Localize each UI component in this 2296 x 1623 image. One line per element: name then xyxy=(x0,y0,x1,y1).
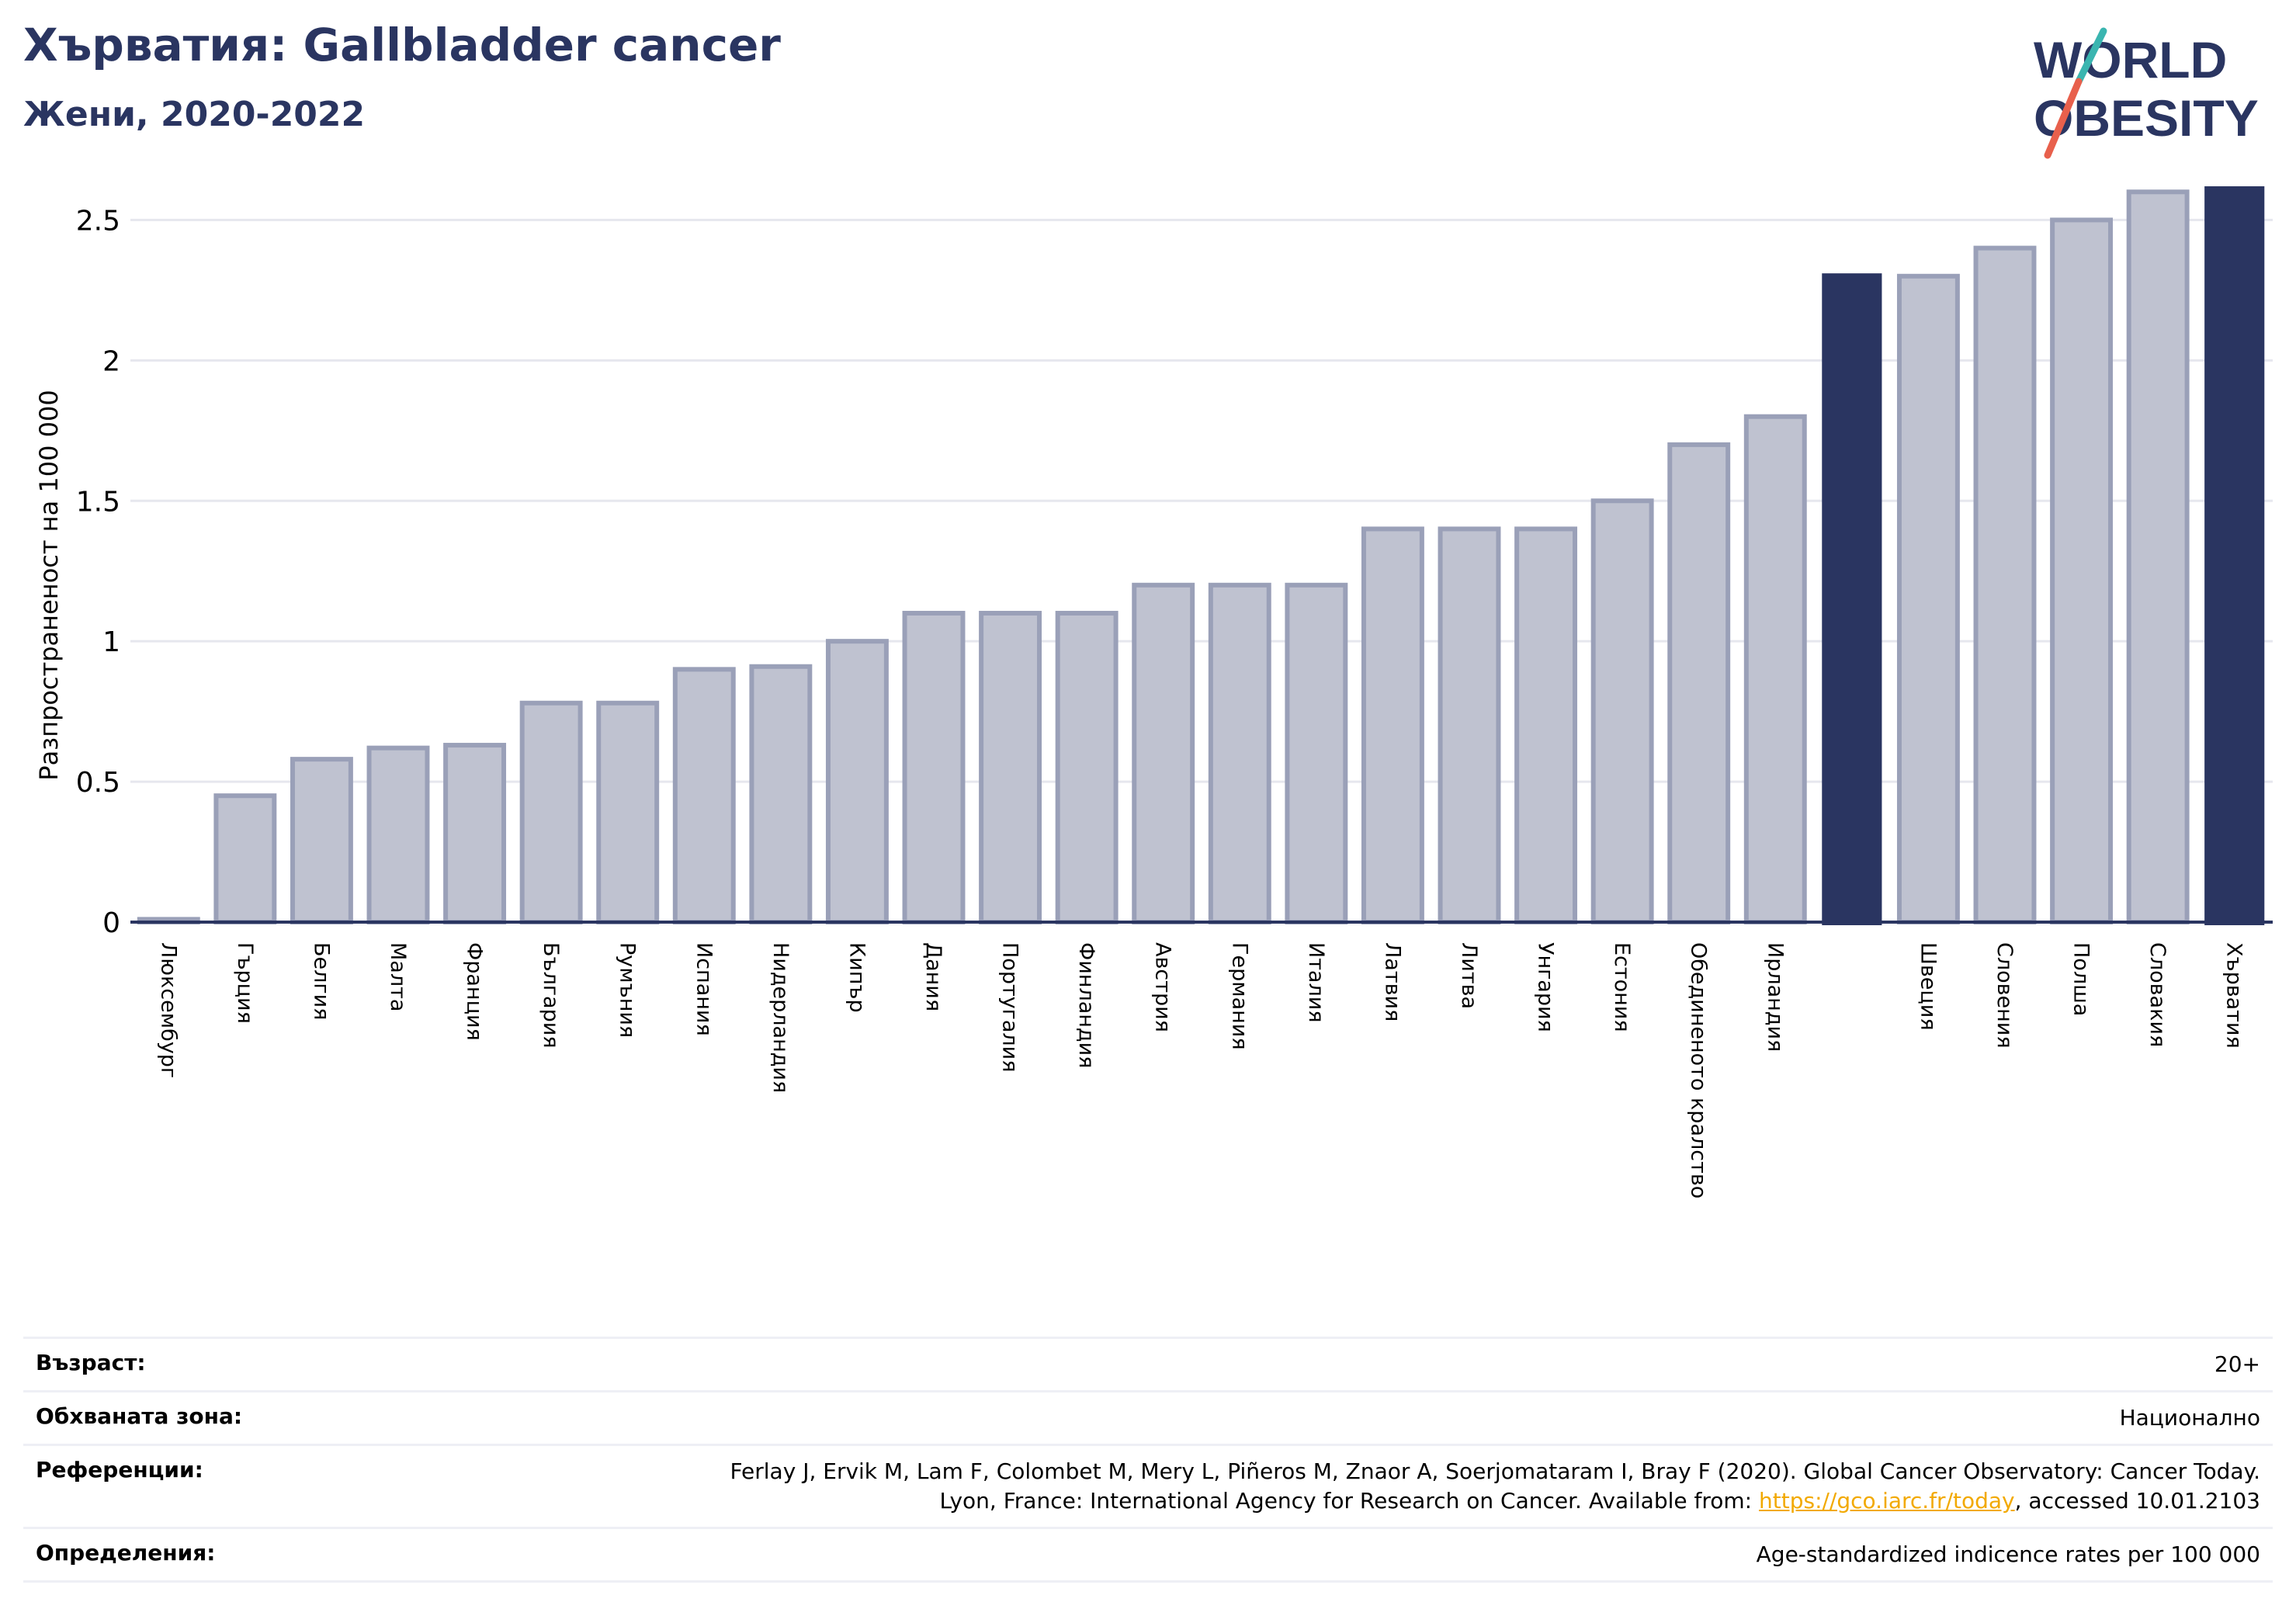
bar xyxy=(825,639,889,925)
y-tick-label: 2 xyxy=(102,345,120,377)
logo-slash-teal xyxy=(2075,27,2107,85)
info-table: Възраст: 20+ Обхваната зона: Национално … xyxy=(23,1337,2273,1583)
references-line2-pre: Lyon, France: International Agency for R… xyxy=(939,1488,1759,1514)
x-tick-label: Румъния xyxy=(616,942,640,1038)
x-tick-label: Словакия xyxy=(2145,942,2169,1047)
info-row-definitions: Определения: Age-standardized indicence … xyxy=(23,1527,2273,1583)
x-tick-label: Австрия xyxy=(1151,942,1175,1032)
x-tick-label: Полша xyxy=(2069,942,2093,1016)
bar xyxy=(1132,582,1195,924)
chart-subtitle: Жени, 2020-2022 xyxy=(23,95,366,134)
x-tick-label: Франция xyxy=(463,942,487,1041)
logo-line1: WORLD xyxy=(2034,31,2227,88)
bar xyxy=(1055,610,1119,924)
bar-highlight xyxy=(2204,186,2265,925)
x-tick-label: Германия xyxy=(1227,942,1251,1050)
x-tick-label: Унгария xyxy=(1534,942,1558,1032)
bars xyxy=(137,186,2265,925)
x-tick-label: Нидерландия xyxy=(768,942,793,1093)
bar xyxy=(596,700,660,924)
y-tick-label: 0 xyxy=(102,907,120,939)
x-tick-label: Португалия xyxy=(998,942,1022,1072)
x-tick-label: Малта xyxy=(386,942,410,1011)
bar xyxy=(2050,217,2114,924)
bar xyxy=(366,745,430,924)
world-obesity-logo: WORLD OBESITY xyxy=(2034,27,2259,159)
references-line1: Ferlay J, Ervik M, Lam F, Colombet M, Me… xyxy=(730,1458,2260,1484)
references-link[interactable]: https://gco.iarc.fr/today xyxy=(1759,1488,2015,1514)
x-tick-label: Обединеното кралство xyxy=(1687,942,1711,1198)
bar xyxy=(213,793,277,924)
x-tick-label: Латвия xyxy=(1380,942,1404,1021)
bar xyxy=(1514,526,1578,924)
y-tick-label: 0.5 xyxy=(76,767,120,799)
y-tick-label: 1 xyxy=(102,626,120,658)
x-tick-label: Словения xyxy=(1993,942,2017,1049)
bar xyxy=(1438,526,1501,924)
definitions-value: Age-standardized indicence rates per 100… xyxy=(1756,1542,2260,1567)
x-tick-label: Дания xyxy=(921,942,945,1011)
bar xyxy=(1743,414,1807,924)
coverage-label: Обхваната зона: xyxy=(36,1403,243,1429)
x-tick-label: Ирландия xyxy=(1763,942,1787,1052)
references-value: Ferlay J, Ervik M, Lam F, Colombet M, Me… xyxy=(730,1457,2260,1516)
bar xyxy=(443,743,507,924)
y-tick-labels: 0 0.5 1 1.5 2 2.5 xyxy=(76,205,120,939)
info-row-references: Референции: Ferlay J, Ervik M, Lam F, Co… xyxy=(23,1444,2273,1527)
bar xyxy=(1667,442,1731,924)
bar xyxy=(290,757,353,924)
x-tick-label: Люксембург xyxy=(156,942,180,1078)
bar xyxy=(2126,189,2190,925)
bar xyxy=(519,700,583,924)
bar xyxy=(1973,245,2037,925)
x-tick-label: Белгия xyxy=(309,942,333,1020)
bar xyxy=(1896,273,1960,924)
x-tick-label: България xyxy=(539,942,563,1049)
x-tick-labels: Люксембург Гърция Белгия Малта Франция Българ… xyxy=(156,942,2246,1198)
bar xyxy=(902,610,966,924)
x-tick-label: Гърция xyxy=(233,942,257,1024)
coverage-value: Национално xyxy=(2119,1405,2260,1431)
bar xyxy=(672,667,736,924)
definitions-label: Определения: xyxy=(36,1540,216,1566)
x-tick-label: Кипър xyxy=(845,942,869,1013)
logo-slash-coral xyxy=(2044,78,2083,159)
x-tick-label: Естония xyxy=(1610,942,1634,1032)
info-row-age: Възраст: 20+ xyxy=(23,1337,2273,1390)
bar xyxy=(1361,526,1424,924)
bar xyxy=(1285,582,1348,924)
info-row-coverage: Обхваната зона: Национално xyxy=(23,1390,2273,1444)
references-line2-post: , accessed 10.01.2103 xyxy=(2014,1488,2260,1514)
x-tick-label: Италия xyxy=(1304,942,1328,1023)
y-tick-label: 1.5 xyxy=(76,486,120,518)
bar-highlight xyxy=(1822,273,1882,925)
y-axis-label: Разпространеност на 100 000 xyxy=(34,390,64,780)
references-label: Референции: xyxy=(36,1457,203,1483)
bar-chart: 0 0.5 1 1.5 2 2.5 Люксембург Гърция Белгия Малта… xyxy=(34,186,2273,1198)
x-tick-label: Литва xyxy=(1457,942,1481,1009)
age-value: 20+ xyxy=(2214,1351,2260,1377)
chart-title: Хърватия: Gallbladder cancer xyxy=(23,19,781,71)
x-tick-label: Хърватия xyxy=(2222,942,2246,1049)
bar xyxy=(979,610,1042,924)
bar xyxy=(1590,498,1654,924)
y-tick-label: 2.5 xyxy=(76,205,120,237)
x-tick-label: Финландия xyxy=(1074,942,1098,1068)
x-tick-label: Испания xyxy=(692,942,716,1036)
age-label: Възраст: xyxy=(36,1350,146,1375)
bar xyxy=(749,664,813,925)
x-tick-label: Швеция xyxy=(1916,942,1940,1031)
bar xyxy=(1208,582,1271,924)
